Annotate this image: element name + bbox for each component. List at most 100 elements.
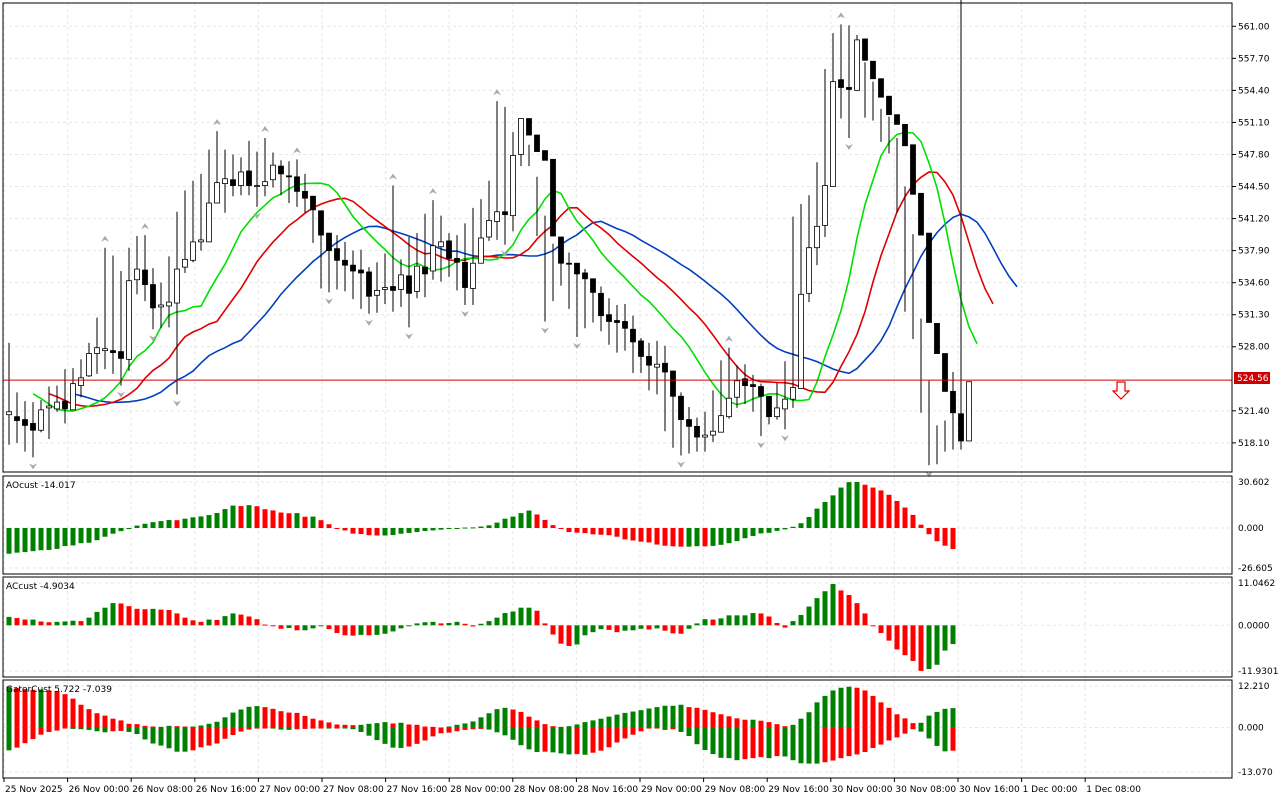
gator-upper-bar xyxy=(542,724,548,728)
candle-body xyxy=(390,286,396,291)
gator-upper-bar xyxy=(174,726,180,728)
ao-bar xyxy=(566,528,572,533)
ao-bar xyxy=(758,528,764,534)
gator-upper-bar xyxy=(182,726,188,728)
ac-bar xyxy=(262,624,268,626)
candle-body xyxy=(686,419,692,427)
ac-bar xyxy=(342,625,348,636)
gator-upper-bar xyxy=(758,720,764,728)
candle-body xyxy=(702,434,708,438)
gator-lower-bar xyxy=(134,727,140,735)
gator-upper-bar xyxy=(110,718,116,728)
gator-upper-bar xyxy=(30,689,36,728)
ac-bar xyxy=(446,623,452,626)
ao-bar xyxy=(438,528,444,530)
ac-bar xyxy=(534,610,540,626)
fractal-down-icon xyxy=(781,435,789,442)
gator-upper-bar xyxy=(286,712,292,728)
fractal-down-icon xyxy=(173,400,181,407)
ao-bar xyxy=(934,528,940,542)
gator-upper-bar xyxy=(710,712,716,728)
gator-lower-bar xyxy=(54,727,60,731)
price-tick-label: 551.10 xyxy=(1238,118,1270,128)
ao-bar xyxy=(694,528,700,547)
ac-bar xyxy=(406,625,412,627)
current-price-label: 524.56 xyxy=(1237,374,1269,384)
gator-lower-bar xyxy=(254,727,260,729)
candle-body xyxy=(798,293,804,389)
ao-bar xyxy=(654,528,660,545)
gator-pane-frame xyxy=(2,679,1233,779)
gator-lower-bar xyxy=(822,727,828,763)
ac-bar xyxy=(878,625,884,633)
gator-upper-bar xyxy=(830,690,836,728)
gator-lower-bar xyxy=(118,727,124,731)
candle-body xyxy=(294,176,300,192)
fractal-down-icon xyxy=(845,143,853,150)
ao-bar xyxy=(534,514,540,529)
ao-bar xyxy=(774,528,780,531)
gator-lower-bar xyxy=(398,727,404,748)
ac-bar xyxy=(150,608,156,626)
ao-bar xyxy=(430,528,436,531)
price-pane xyxy=(3,0,1232,478)
candle-body xyxy=(606,314,612,322)
fractal-up-icon xyxy=(141,223,149,230)
candle-body xyxy=(62,400,68,410)
ac-bar xyxy=(846,595,852,626)
ao-bar xyxy=(886,494,892,529)
gator-lower-bar xyxy=(694,727,700,745)
gator-upper-bar xyxy=(926,715,932,728)
gator-title: GatorCust 5.722 -7.039 xyxy=(6,685,112,695)
gator-lower-bar xyxy=(726,727,732,759)
ac-bar xyxy=(542,623,548,626)
candle-body xyxy=(430,245,436,272)
gator-upper-bar xyxy=(86,709,92,728)
fractal-down-icon xyxy=(461,310,469,317)
ao-bar xyxy=(310,516,316,529)
gator-tick-label: -13.070 xyxy=(1238,768,1273,778)
gator-lower-bar xyxy=(718,727,724,758)
ac-bar xyxy=(462,623,468,626)
ac-bar xyxy=(350,625,356,636)
gator-lower-bar xyxy=(550,727,556,753)
ao-bar xyxy=(790,526,796,529)
gator-upper-bar xyxy=(158,726,164,728)
ac-bar xyxy=(894,625,900,650)
gator-lower-bar xyxy=(462,727,468,730)
gator-lower-bar xyxy=(950,727,956,751)
gator-upper-bar xyxy=(638,710,644,728)
ao-bar xyxy=(814,508,820,529)
ao-bar xyxy=(494,522,500,529)
price-tick-label: 528.00 xyxy=(1238,343,1270,353)
ac-bar xyxy=(566,625,572,646)
price-tick-label: 557.70 xyxy=(1238,54,1270,64)
candle-body xyxy=(782,398,788,410)
candle-body xyxy=(622,321,628,329)
ao-bar xyxy=(470,527,476,529)
candle-body xyxy=(326,232,332,252)
gator-upper-bar xyxy=(374,723,380,728)
time-tick-label: 27 Nov 00:00 xyxy=(259,785,320,795)
ac-bar xyxy=(550,625,556,635)
gator-lower-bar xyxy=(382,727,388,744)
gator-lower-bar xyxy=(582,727,588,755)
ao-bar xyxy=(78,528,84,544)
ac-bar xyxy=(486,621,492,626)
gator-upper-bar xyxy=(422,726,428,728)
candle-body xyxy=(150,284,156,309)
ao-bar xyxy=(246,505,252,529)
fractal-down-icon xyxy=(149,335,157,342)
candle-body xyxy=(414,265,420,292)
ac-bar xyxy=(694,623,700,626)
candle-body xyxy=(198,239,204,243)
candle-body xyxy=(278,165,284,175)
gator-upper-bar xyxy=(734,718,740,728)
candle-body xyxy=(694,425,700,438)
ac-bar xyxy=(286,625,292,628)
gator-upper-bar xyxy=(726,716,732,728)
fractal-up-icon xyxy=(389,173,397,180)
gator-upper-bar xyxy=(606,716,612,728)
